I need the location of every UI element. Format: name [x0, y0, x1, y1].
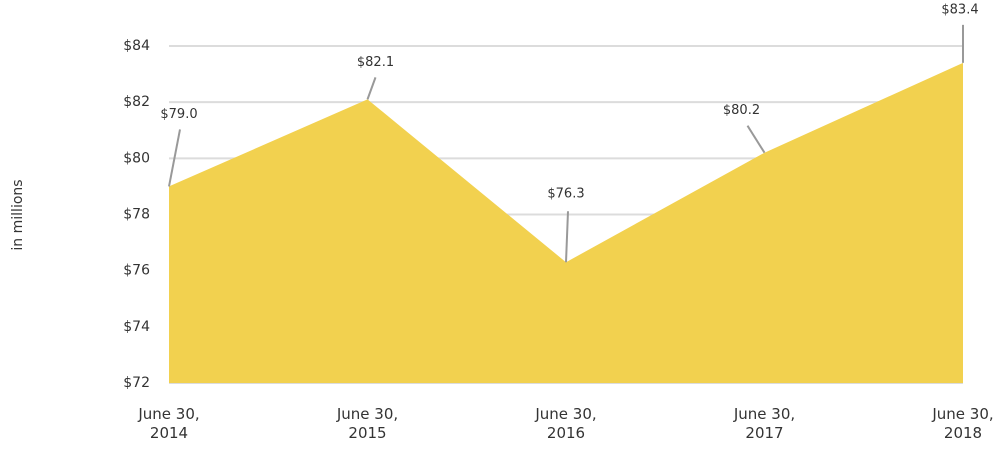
data-label: $80.2 — [723, 103, 760, 118]
y-tick-label: $76 — [123, 263, 150, 279]
x-tick-label: June 30, 2017 — [733, 405, 796, 442]
x-tick-label: June 30, 2018 — [932, 405, 994, 442]
y-tick-label: $84 — [123, 38, 150, 54]
area — [169, 62, 963, 383]
y-tick-label: $78 — [123, 207, 150, 223]
leader-line — [366, 77, 377, 100]
x-tick-label: June 30, 2016 — [535, 405, 597, 442]
x-tick-label: June 30, 2014 — [138, 405, 200, 442]
y-tick-label: $72 — [123, 375, 150, 391]
data-label: $83.4 — [941, 2, 978, 17]
data-label: $79.0 — [160, 107, 197, 122]
x-tick-label: June 30, 2015 — [336, 405, 399, 442]
data-label: $76.3 — [547, 187, 584, 202]
leader-line — [746, 125, 766, 154]
leader-line — [168, 129, 181, 187]
y-tick-label: $74 — [123, 319, 150, 335]
data-label: $82.1 — [357, 55, 394, 70]
y-tick-label: $80 — [123, 150, 150, 166]
leader-line — [565, 211, 569, 263]
y-axis-label: in millions — [10, 179, 26, 250]
y-tick-label: $82 — [123, 94, 150, 110]
